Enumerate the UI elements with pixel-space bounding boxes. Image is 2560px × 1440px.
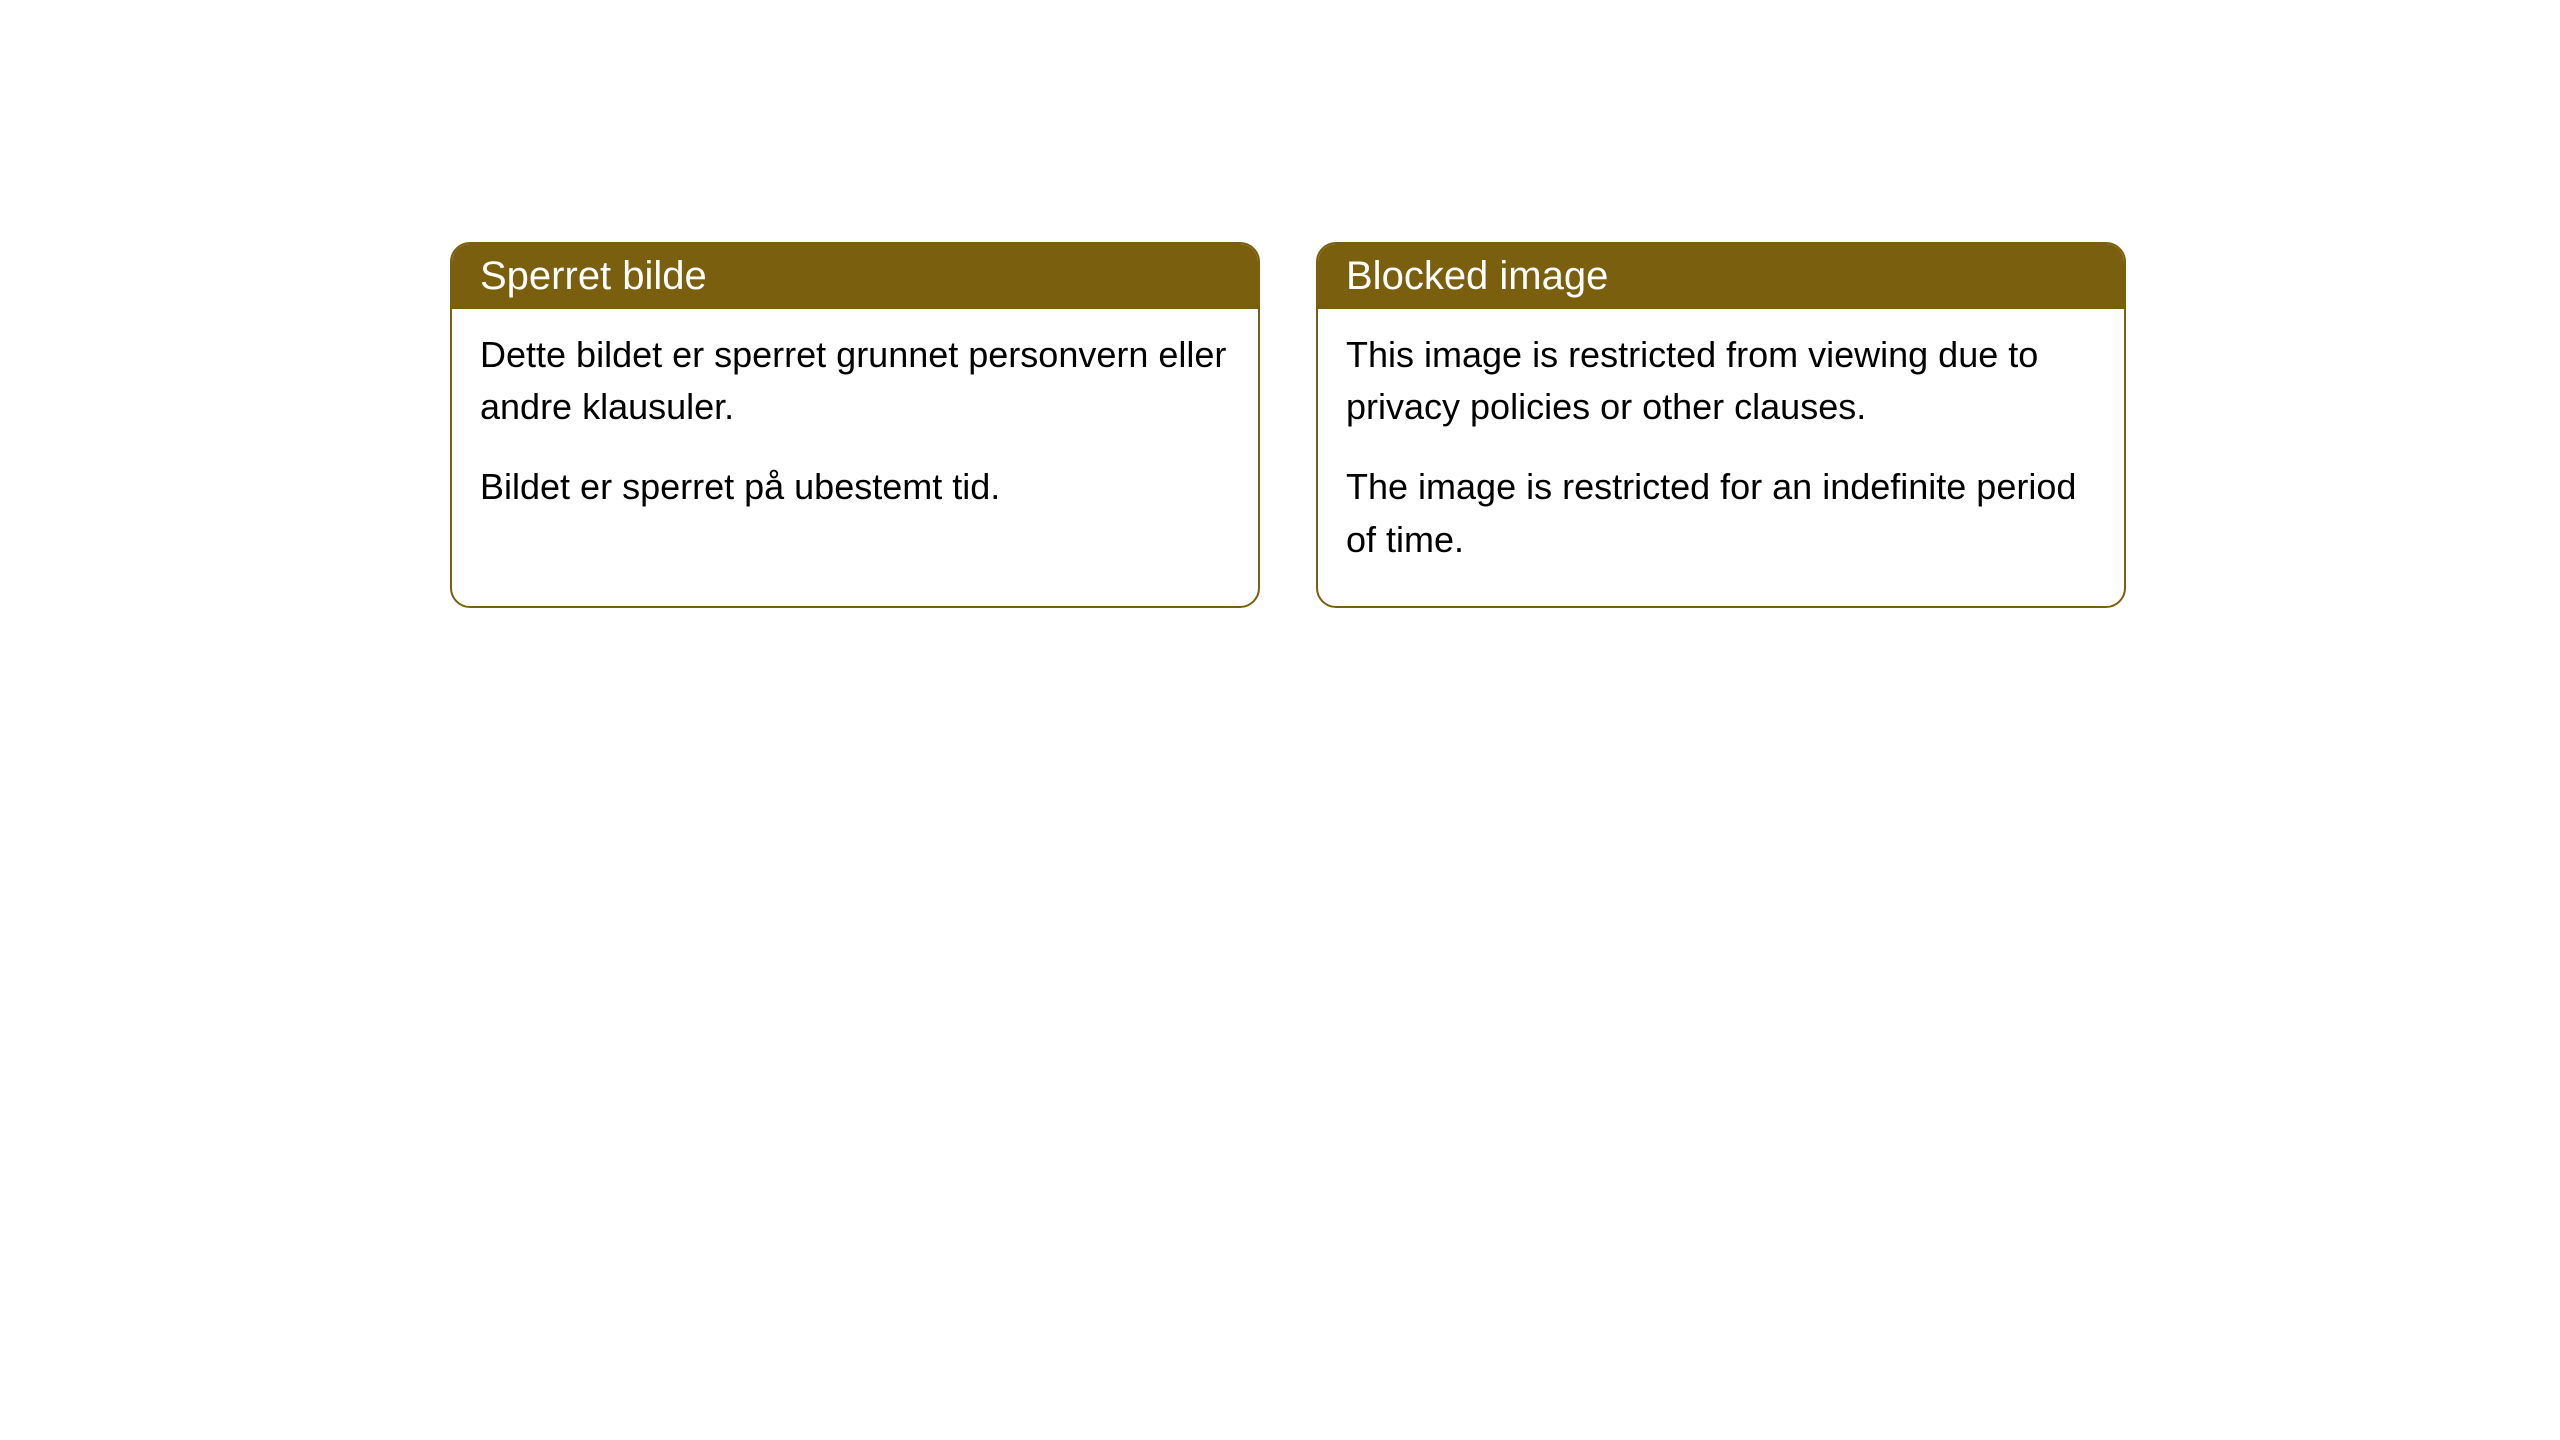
card-paragraph-en-1: This image is restricted from viewing du…	[1346, 329, 2096, 433]
card-header-no: Sperret bilde	[452, 244, 1258, 309]
card-paragraph-no-2: Bildet er sperret på ubestemt tid.	[480, 461, 1230, 513]
blocked-image-card-en: Blocked image This image is restricted f…	[1316, 242, 2126, 608]
notice-cards-container: Sperret bilde Dette bildet er sperret gr…	[450, 242, 2560, 608]
card-body-no: Dette bildet er sperret grunnet personve…	[452, 309, 1258, 554]
card-paragraph-en-2: The image is restricted for an indefinit…	[1346, 461, 2096, 565]
card-header-en: Blocked image	[1318, 244, 2124, 309]
card-paragraph-no-1: Dette bildet er sperret grunnet personve…	[480, 329, 1230, 433]
blocked-image-card-no: Sperret bilde Dette bildet er sperret gr…	[450, 242, 1260, 608]
card-body-en: This image is restricted from viewing du…	[1318, 309, 2124, 606]
